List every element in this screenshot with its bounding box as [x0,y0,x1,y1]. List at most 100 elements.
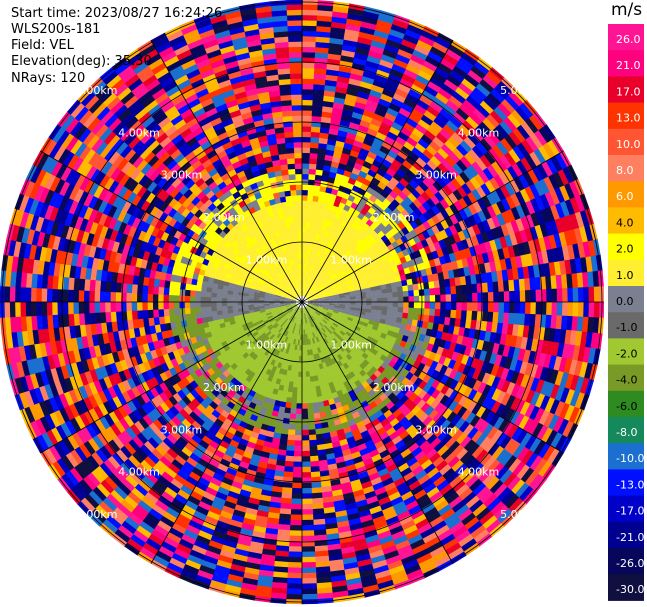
range-gate [307,299,314,302]
range-gate [314,272,319,279]
range-gate [481,195,492,209]
range-gate [206,311,213,318]
range-gate [435,92,450,105]
range-gate [584,224,594,242]
range-gate [403,122,416,133]
range-gate [302,115,313,122]
range-gate [339,277,346,283]
range-gate [321,235,328,242]
range-gate [325,69,340,77]
range-gate [309,276,314,282]
range-gate [336,273,343,279]
range-gate [343,275,351,281]
range-gate [430,234,439,244]
range-gate [316,25,332,33]
range-gate [423,288,430,296]
range-gate [316,20,333,28]
range-gate [317,294,324,297]
range-gate [205,306,212,313]
range-gate [509,290,515,303]
range-gate [365,60,380,70]
range-gate [312,295,318,298]
range-gate [486,205,497,219]
range-gate [362,109,375,119]
range-gate [303,290,305,297]
range-gate [405,183,416,194]
range-gate [420,191,431,202]
range-gate [440,173,452,186]
range-gate [429,140,442,153]
range-gate [221,305,228,311]
range-gate [397,291,404,298]
range-gate [195,307,202,314]
range-gate [318,297,324,300]
range-gate [399,200,410,210]
range-gate [302,253,305,259]
range-gate [335,173,344,181]
range-gate [542,142,556,160]
range-gate [310,466,320,473]
range-gate [325,275,331,281]
range-gate [495,187,507,202]
range-gate [312,200,319,208]
range-gate [393,270,401,278]
range-gate [559,201,571,218]
range-gate [394,194,405,205]
range-gate [415,74,431,86]
range-gate [399,164,410,174]
range-gate [287,567,302,574]
range-gate [484,180,496,194]
range-gate [345,302,351,305]
range-gate [336,236,344,244]
range-gate [347,252,355,260]
range-gate [301,546,316,553]
range-gate [408,265,416,274]
range-gate [309,289,314,294]
range-gate [307,298,314,301]
range-gate [440,219,450,230]
range-gate [232,305,239,310]
range-gate [433,166,445,178]
range-gate [331,246,338,253]
range-gate [309,270,313,277]
range-gate [400,126,413,138]
range-gate [365,305,372,310]
range-gate [426,159,438,171]
range-gate [414,142,427,154]
range-gate [330,21,347,30]
range-gate [474,125,489,139]
range-gate [328,238,334,245]
range-gate [200,311,208,318]
range-gate [331,239,338,247]
range-gate [306,280,309,287]
range-gate [353,251,361,259]
range-gate [302,242,306,249]
range-gate [485,229,495,242]
range-gate [391,158,403,169]
range-gate [459,103,474,117]
range-gate [287,434,295,441]
range-gate [530,212,541,228]
range-gate [345,299,351,303]
range-gate [452,189,464,201]
range-gate [554,218,565,234]
range-gate [548,234,558,250]
range-gate [303,264,307,270]
range-gate [301,530,315,537]
range-gate [431,204,441,216]
range-gate [324,192,332,199]
range-gate [546,288,553,303]
range-gate [349,255,357,262]
range-gate [329,264,335,270]
range-gate [333,235,340,242]
range-gate [417,232,426,242]
range-gate [310,131,321,138]
range-gate [435,201,446,213]
range-gate [310,386,317,393]
range-gate [361,142,372,152]
range-gate [302,258,305,265]
range-gate [440,83,456,96]
range-gate [131,310,138,320]
range-gate [285,593,302,600]
range-gate [397,150,409,161]
